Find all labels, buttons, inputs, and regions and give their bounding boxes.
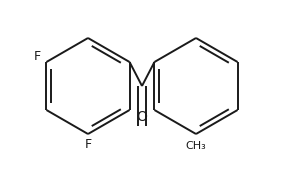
Text: F: F (34, 51, 41, 64)
Text: CH₃: CH₃ (186, 141, 206, 151)
Text: O: O (137, 110, 147, 124)
Text: F: F (84, 137, 92, 151)
